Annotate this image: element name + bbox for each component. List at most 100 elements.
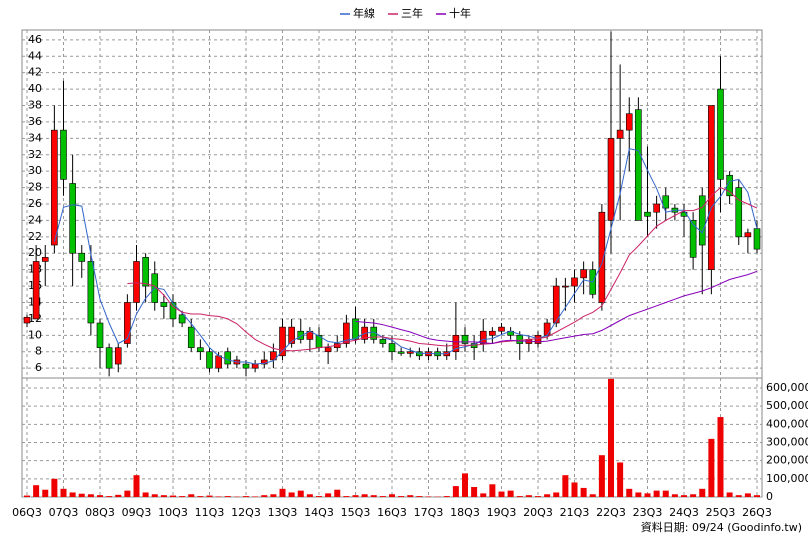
volume-bar <box>370 495 377 497</box>
y-tick-label: 8 <box>35 345 42 358</box>
volume-bar <box>142 492 149 497</box>
volume-bar <box>681 495 687 497</box>
candle-body <box>708 105 715 270</box>
candle-body <box>571 277 578 287</box>
volume-bar <box>270 494 277 497</box>
y-tick-label: 6 <box>35 361 42 374</box>
volume-bar <box>443 496 450 497</box>
y-tick-label: 28 <box>28 181 42 194</box>
ma-line <box>53 147 758 365</box>
candle-body <box>379 339 387 344</box>
volume-bar <box>124 490 131 497</box>
x-tick-label: 19Q3 <box>487 506 517 519</box>
volume-bar <box>252 496 259 497</box>
volume-bar <box>179 496 186 497</box>
candle-body <box>689 220 697 258</box>
y-tick-label: 24 <box>28 213 42 226</box>
volume-bar <box>480 493 487 497</box>
volume-bar <box>735 495 742 497</box>
candle-body <box>96 322 104 348</box>
volume-bar <box>87 494 94 497</box>
candle-body <box>197 347 204 353</box>
volume-bar <box>215 496 222 497</box>
candle-body <box>653 203 660 213</box>
candle-body <box>343 322 350 344</box>
x-tick-label: 16Q3 <box>377 506 407 519</box>
volume-bar <box>690 494 697 497</box>
candle-body <box>489 330 496 336</box>
candle-body <box>288 326 295 344</box>
volume-bar <box>106 496 113 497</box>
candle-body <box>324 347 332 353</box>
volume-bar <box>699 488 706 497</box>
x-tick-label: 14Q3 <box>304 506 334 519</box>
volume-bar <box>115 494 122 497</box>
candle-body <box>224 351 232 365</box>
y2-tick-label: 100,000 <box>766 472 808 485</box>
x-tick-label: 18Q3 <box>450 506 480 519</box>
candle-body <box>142 257 149 287</box>
x-tick-label: 24Q3 <box>669 506 699 519</box>
y-tick-label: 44 <box>28 49 42 62</box>
candle-body <box>87 261 95 324</box>
volume-bar <box>24 495 30 497</box>
volume-bar <box>398 496 405 497</box>
x-tick-label: 10Q3 <box>158 506 188 519</box>
y2-tick-label: 300,000 <box>766 435 808 448</box>
candle-body <box>616 129 624 139</box>
candle-body <box>133 261 140 303</box>
volume-bar <box>325 493 332 497</box>
y-tick-label: 32 <box>28 148 42 161</box>
volume-bar <box>535 496 541 497</box>
candle-body <box>270 351 277 361</box>
candle-body <box>562 285 569 288</box>
x-tick-label: 15Q3 <box>341 506 371 519</box>
volume-bar <box>553 492 560 497</box>
volume-bar <box>608 378 614 497</box>
volume-bar <box>498 491 505 497</box>
legend-label: 十年 <box>449 6 471 20</box>
y2-tick-label: 200,000 <box>766 454 808 467</box>
volume-bar <box>97 495 103 497</box>
volume-bar <box>744 493 751 497</box>
candle-body <box>187 326 195 348</box>
volume-bar <box>671 494 678 497</box>
volume-bar <box>626 488 633 497</box>
volume-bar <box>452 486 459 497</box>
candle-body <box>744 232 752 238</box>
volume-bar <box>425 496 432 497</box>
volume-bar <box>188 494 195 497</box>
volume-bar <box>352 495 359 497</box>
y-tick-label: 34 <box>28 131 42 144</box>
volume-bar <box>525 495 532 497</box>
volume-bar <box>133 475 140 497</box>
volume-bar <box>653 490 660 497</box>
volume-bar <box>416 496 423 497</box>
y-tick-label: 30 <box>28 164 42 177</box>
x-tick-label: 25Q3 <box>706 506 736 519</box>
y-tick-label: 22 <box>28 230 42 243</box>
volume-bar <box>361 494 368 497</box>
y-tick-label: 36 <box>28 115 42 128</box>
x-tick-label: 08Q3 <box>85 506 115 519</box>
candle-body <box>635 109 642 221</box>
y2-tick-label: 0 <box>766 490 773 503</box>
volume-bar <box>489 484 496 497</box>
candle-body <box>178 314 186 324</box>
candle-body <box>160 302 168 307</box>
candle-body <box>251 363 259 369</box>
volume-bar <box>379 496 386 497</box>
volume-bar <box>51 478 58 497</box>
candle-body <box>644 211 651 217</box>
y2-tick-label: 400,000 <box>766 417 808 430</box>
candle-body <box>206 351 213 369</box>
candle-body <box>735 187 743 238</box>
candle-body <box>543 322 551 336</box>
source-note: 資料日期: 09/24 (Goodinfo.tw) <box>641 520 802 534</box>
volume-bar <box>580 487 587 497</box>
candle-body <box>279 326 286 357</box>
legend-label: 三年 <box>401 6 423 20</box>
volume-bar <box>598 455 605 497</box>
candle-body <box>552 285 560 324</box>
candle-body <box>498 326 505 332</box>
